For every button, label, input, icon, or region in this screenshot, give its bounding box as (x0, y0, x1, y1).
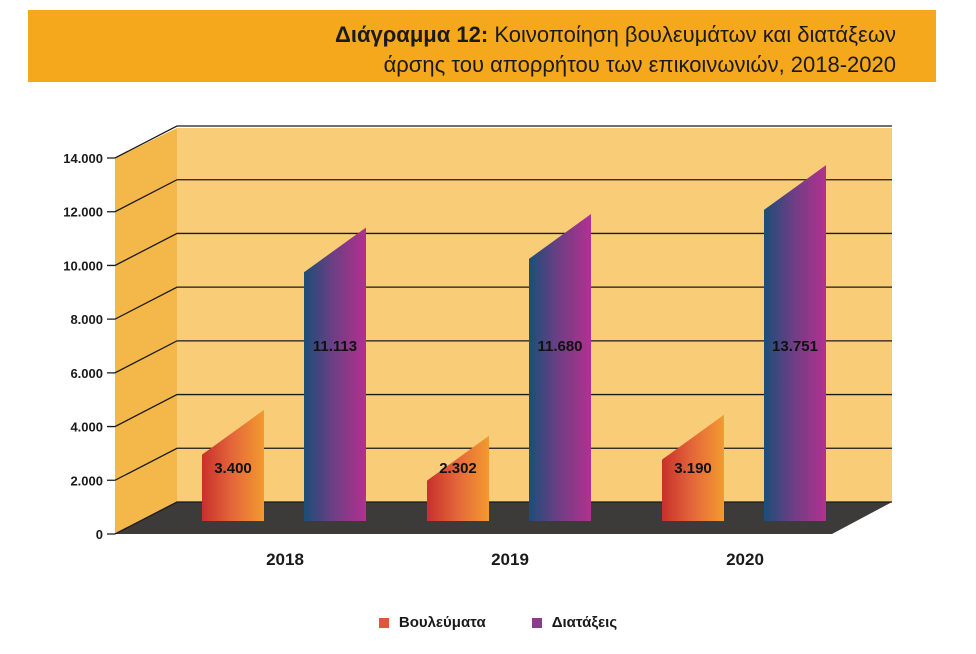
bar-series-1-2019 (427, 435, 489, 521)
legend-label-series-2: Διατάξεις (551, 614, 618, 631)
legend-swatch-series-2 (531, 617, 542, 628)
data-label: 2.302 (439, 460, 477, 477)
legend-label-series-1: Βουλεύματα (398, 614, 486, 631)
grid-line (107, 179, 892, 213)
x-category-label: 2019 (491, 550, 529, 569)
legend-swatch-series-1 (378, 617, 389, 628)
y-axis-ticks: 0 2.000 4.000 6.000 8.000 10.000 12.000 14.000 (63, 151, 103, 542)
bar-series-1-2018 (202, 409, 264, 521)
y-tick-label: 6.000 (70, 366, 103, 381)
bar-series-2-2020 (764, 165, 826, 521)
bars: 3.400 11.113 2.302 11.680 3.190 13.751 (202, 165, 826, 522)
left-wall (115, 128, 177, 534)
y-tick-label: 2.000 (70, 473, 103, 488)
grid-line (107, 232, 892, 267)
data-label: 13.751 (772, 338, 818, 355)
title-bold: Διάγραμμα 12: (335, 22, 489, 47)
title-line-1: Κοινοποίηση βουλευμάτων και διατάξεων (494, 22, 896, 47)
bar-series-2-2019 (529, 214, 591, 521)
legend-item-series-2: Διατάξεις (531, 614, 618, 631)
y-tick-label: 0 (96, 527, 103, 542)
data-label: 3.400 (214, 460, 252, 477)
bar-series-2-2018 (304, 227, 366, 522)
grid-line (107, 125, 892, 159)
x-axis-categories: 2018 2019 2020 (266, 550, 764, 569)
chart-title: Διάγραμμα 12: Κοινοποίηση βουλευμάτων κα… (335, 20, 896, 80)
title-banner: Διάγραμμα 12: Κοινοποίηση βουλευμάτων κα… (28, 10, 936, 82)
y-tick-label: 10.000 (63, 258, 103, 273)
bar-series-1-2020 (662, 414, 724, 521)
legend-item-series-1: Βουλεύματα (378, 614, 486, 631)
data-label: 3.190 (674, 460, 712, 477)
data-label: 11.680 (537, 338, 582, 355)
y-tick-label: 12.000 (63, 205, 103, 220)
y-tick-label: 4.000 (70, 420, 103, 435)
data-label: 11.113 (313, 338, 357, 355)
x-category-label: 2018 (266, 550, 304, 569)
title-line-2: άρσης του απορρήτου των επικοινωνιών, 20… (383, 52, 896, 77)
legend: Βουλεύματα Διατάξεις (0, 614, 976, 631)
y-tick-label: 14.000 (63, 151, 103, 166)
x-category-label: 2020 (726, 550, 764, 569)
y-tick-label: 8.000 (70, 312, 103, 327)
